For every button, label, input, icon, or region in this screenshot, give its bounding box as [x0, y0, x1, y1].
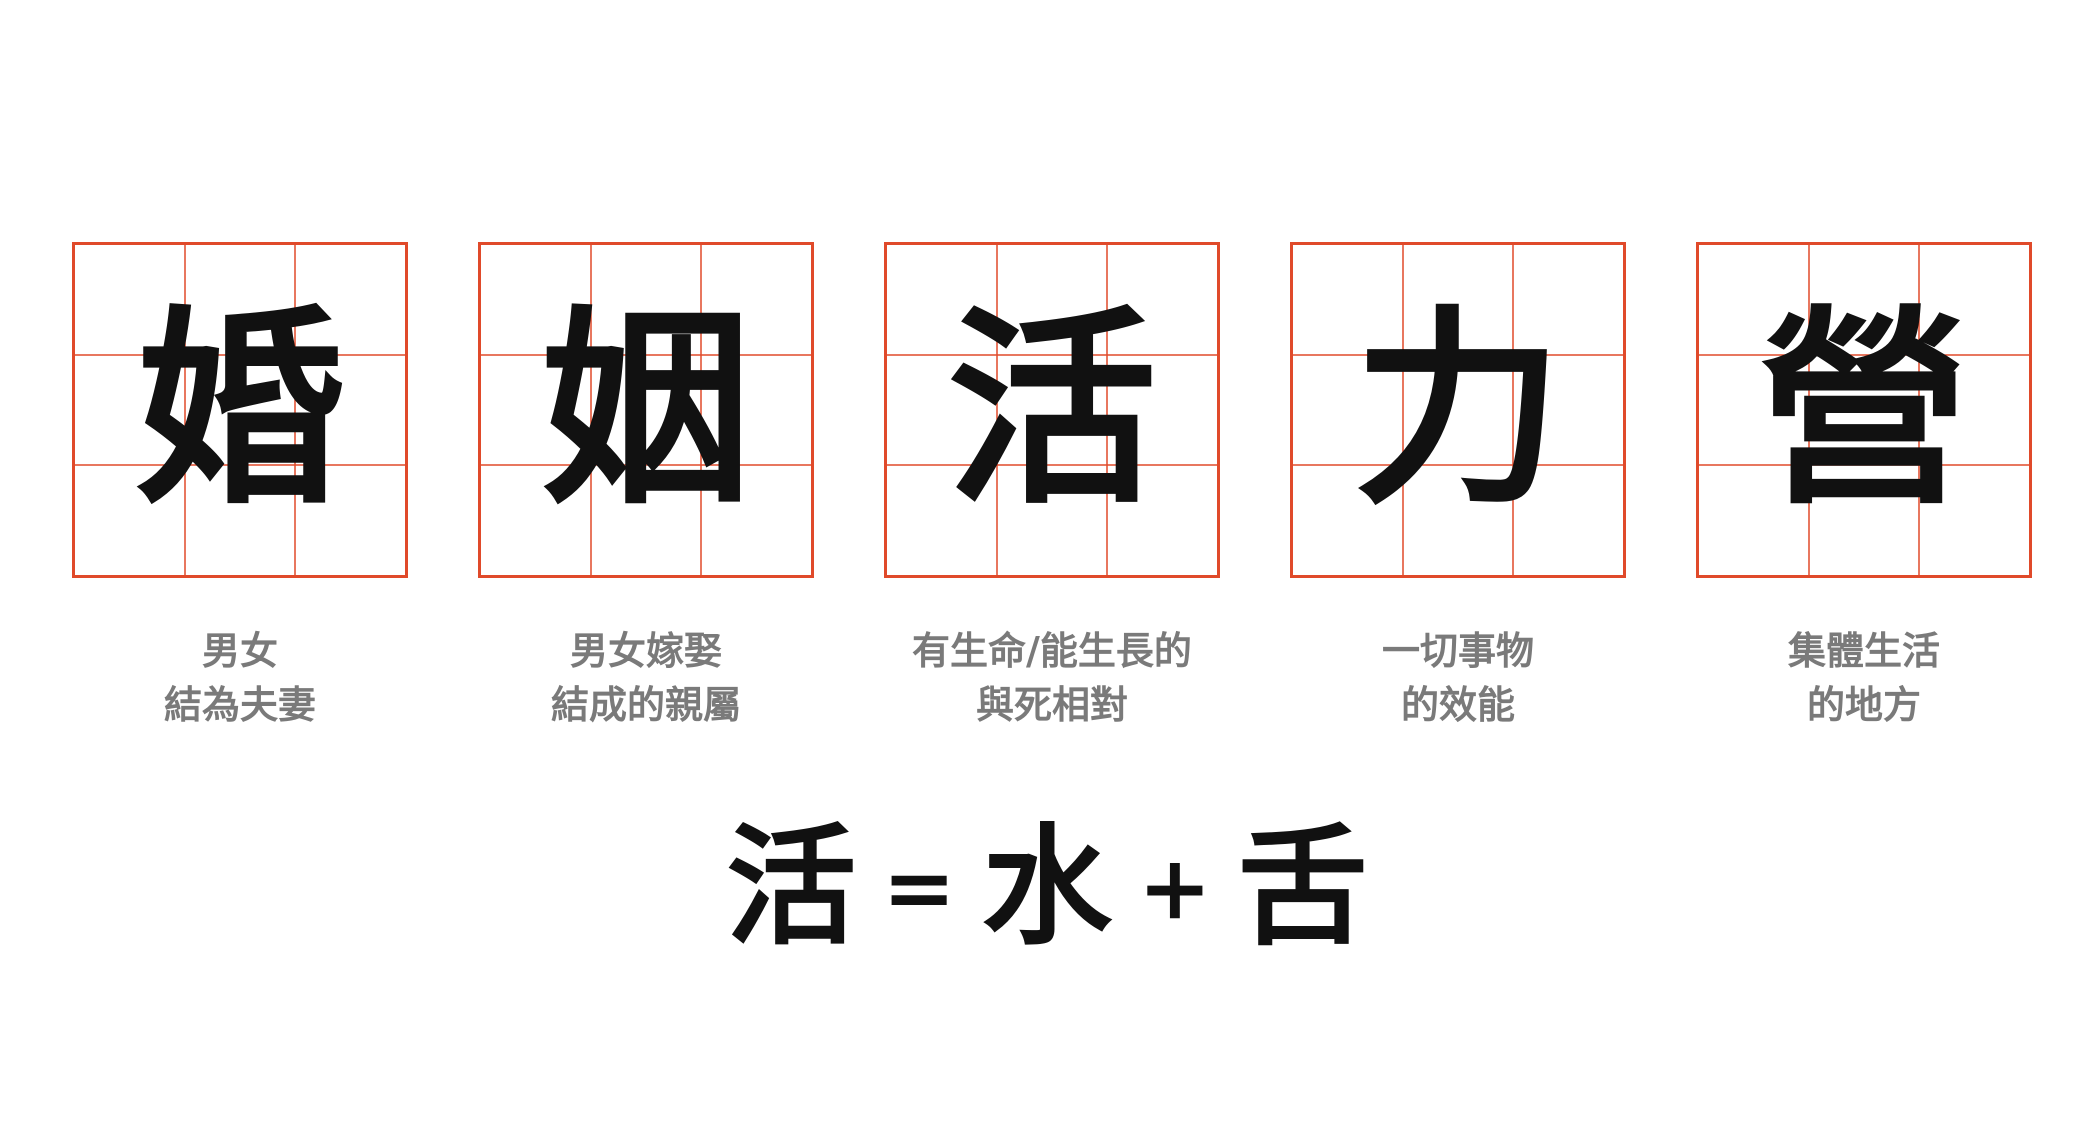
grid-lines	[1293, 245, 1623, 575]
grid-lines	[1699, 245, 2029, 575]
grid-lines	[481, 245, 811, 575]
equation-part-water: 水	[981, 810, 1112, 963]
caption: 集體生活 的地方	[1696, 624, 2032, 732]
caption-line-2: 與死相對	[975, 683, 1128, 727]
card-huo: 活 有生命/能生長的 與死相對	[884, 242, 1220, 732]
caption-line-1: 一切事物	[1381, 629, 1534, 673]
caption-line-2: 結成的親屬	[550, 683, 741, 727]
caption-line-1: 男女	[201, 629, 278, 673]
caption-line-1: 有生命/能生長的	[912, 629, 1192, 673]
caption: 一切事物 的效能	[1290, 624, 1626, 732]
character-cards: 婚 男女 結為夫妻 姻 男女嫁娶 結成的親屬	[72, 242, 2032, 732]
card-ying: 營 集體生活 的地方	[1696, 242, 2032, 732]
grid-lines	[887, 245, 1217, 575]
plus-sign: +	[1138, 835, 1212, 939]
grid-box: 姻	[478, 242, 814, 578]
seal-character: 婚	[134, 286, 345, 533]
caption-line-2: 結為夫妻	[163, 683, 316, 727]
seal-character: 力	[1352, 286, 1563, 533]
caption-line-1: 男女嫁娶	[569, 629, 722, 673]
character-equation: 活 = 水 + 舌	[0, 822, 2094, 952]
equation-result-char: 活	[726, 810, 857, 963]
caption: 男女 結為夫妻	[72, 624, 408, 732]
seal-character: 姻	[540, 286, 751, 533]
seal-character: 營	[1758, 286, 1969, 533]
grid-lines	[75, 245, 405, 575]
card-yin: 姻 男女嫁娶 結成的親屬	[478, 242, 814, 732]
card-li: 力 一切事物 的效能	[1290, 242, 1626, 732]
caption: 男女嫁娶 結成的親屬	[478, 624, 814, 732]
card-hun: 婚 男女 結為夫妻	[72, 242, 408, 732]
caption-line-1: 集體生活	[1787, 629, 1940, 673]
caption-line-2: 的效能	[1400, 683, 1515, 727]
equals-sign: =	[882, 835, 956, 939]
caption: 有生命/能生長的 與死相對	[884, 624, 1220, 732]
grid-box: 婚	[72, 242, 408, 578]
caption-line-2: 的地方	[1806, 683, 1921, 727]
grid-box: 力	[1290, 242, 1626, 578]
equation-part-tongue: 舌	[1237, 810, 1368, 963]
grid-box: 營	[1696, 242, 2032, 578]
seal-character: 活	[946, 286, 1157, 533]
grid-box: 活	[884, 242, 1220, 578]
